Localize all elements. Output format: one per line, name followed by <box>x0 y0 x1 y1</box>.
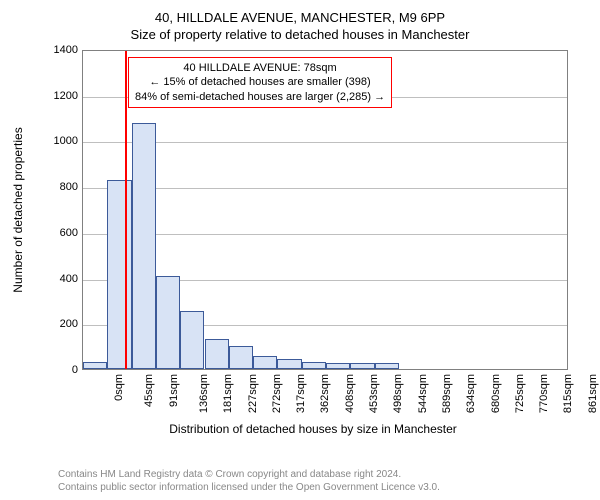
histogram-bar <box>277 359 301 369</box>
y-tick-label: 400 <box>38 273 78 285</box>
chart-container: Number of detached properties 40 HILLDAL… <box>58 50 568 410</box>
histogram-bar <box>107 180 131 369</box>
y-tick-label: 800 <box>38 181 78 193</box>
histogram-bar <box>83 362 107 369</box>
x-tick-label: 680sqm <box>490 374 502 413</box>
annotation-line2: ← 15% of detached houses are smaller (39… <box>135 75 385 89</box>
histogram-bar <box>253 356 277 369</box>
x-tick-label: 498sqm <box>392 374 404 413</box>
x-tick-label: 181sqm <box>222 374 234 413</box>
histogram-bar <box>156 276 180 369</box>
y-axis-label: Number of detached properties <box>11 127 25 292</box>
y-tick-label: 1200 <box>38 90 78 102</box>
histogram-bar <box>180 311 204 369</box>
y-tick-label: 200 <box>38 318 78 330</box>
x-tick-label: 317sqm <box>295 374 307 413</box>
x-tick-label: 589sqm <box>441 374 453 413</box>
x-axis-label: Distribution of detached houses by size … <box>58 422 568 436</box>
y-tick-label: 0 <box>38 364 78 376</box>
x-tick-label: 815sqm <box>563 374 575 413</box>
x-tick-label: 453sqm <box>368 374 380 413</box>
histogram-bar <box>326 363 350 369</box>
x-tick-label: 770sqm <box>538 374 550 413</box>
histogram-bar <box>205 339 229 369</box>
histogram-bar <box>302 362 326 369</box>
plot-area: 40 HILLDALE AVENUE: 78sqm ← 15% of detac… <box>82 50 568 370</box>
annotation-line3: 84% of semi-detached houses are larger (… <box>135 90 385 104</box>
x-tick-label: 544sqm <box>417 374 429 413</box>
x-tick-label: 45sqm <box>143 374 155 407</box>
histogram-bar <box>229 346 253 369</box>
property-marker-line <box>125 51 127 369</box>
histogram-bar <box>132 123 156 369</box>
y-tick-label: 600 <box>38 227 78 239</box>
x-tick-label: 634sqm <box>465 374 477 413</box>
footer-line1: Contains HM Land Registry data © Crown c… <box>58 468 440 481</box>
address-title: 40, HILLDALE AVENUE, MANCHESTER, M9 6PP <box>0 10 600 25</box>
y-tick-label: 1000 <box>38 135 78 147</box>
x-tick-label: 725sqm <box>514 374 526 413</box>
y-tick-label: 1400 <box>38 44 78 56</box>
histogram-bar <box>375 363 399 369</box>
chart-title-block: 40, HILLDALE AVENUE, MANCHESTER, M9 6PP … <box>0 0 600 42</box>
x-tick-label: 136sqm <box>198 374 210 413</box>
x-tick-label: 91sqm <box>168 374 180 407</box>
footer-attribution: Contains HM Land Registry data © Crown c… <box>58 468 440 494</box>
annotation-box: 40 HILLDALE AVENUE: 78sqm ← 15% of detac… <box>128 57 392 108</box>
x-tick-label: 272sqm <box>271 374 283 413</box>
x-tick-label: 861sqm <box>587 374 599 413</box>
footer-line2: Contains public sector information licen… <box>58 481 440 494</box>
x-tick-label: 227sqm <box>247 374 259 413</box>
x-tick-label: 362sqm <box>320 374 332 413</box>
x-tick-label: 408sqm <box>344 374 356 413</box>
x-tick-label: 0sqm <box>113 374 125 401</box>
histogram-bar <box>350 363 374 369</box>
annotation-line1: 40 HILLDALE AVENUE: 78sqm <box>135 61 385 75</box>
subtitle: Size of property relative to detached ho… <box>0 27 600 42</box>
